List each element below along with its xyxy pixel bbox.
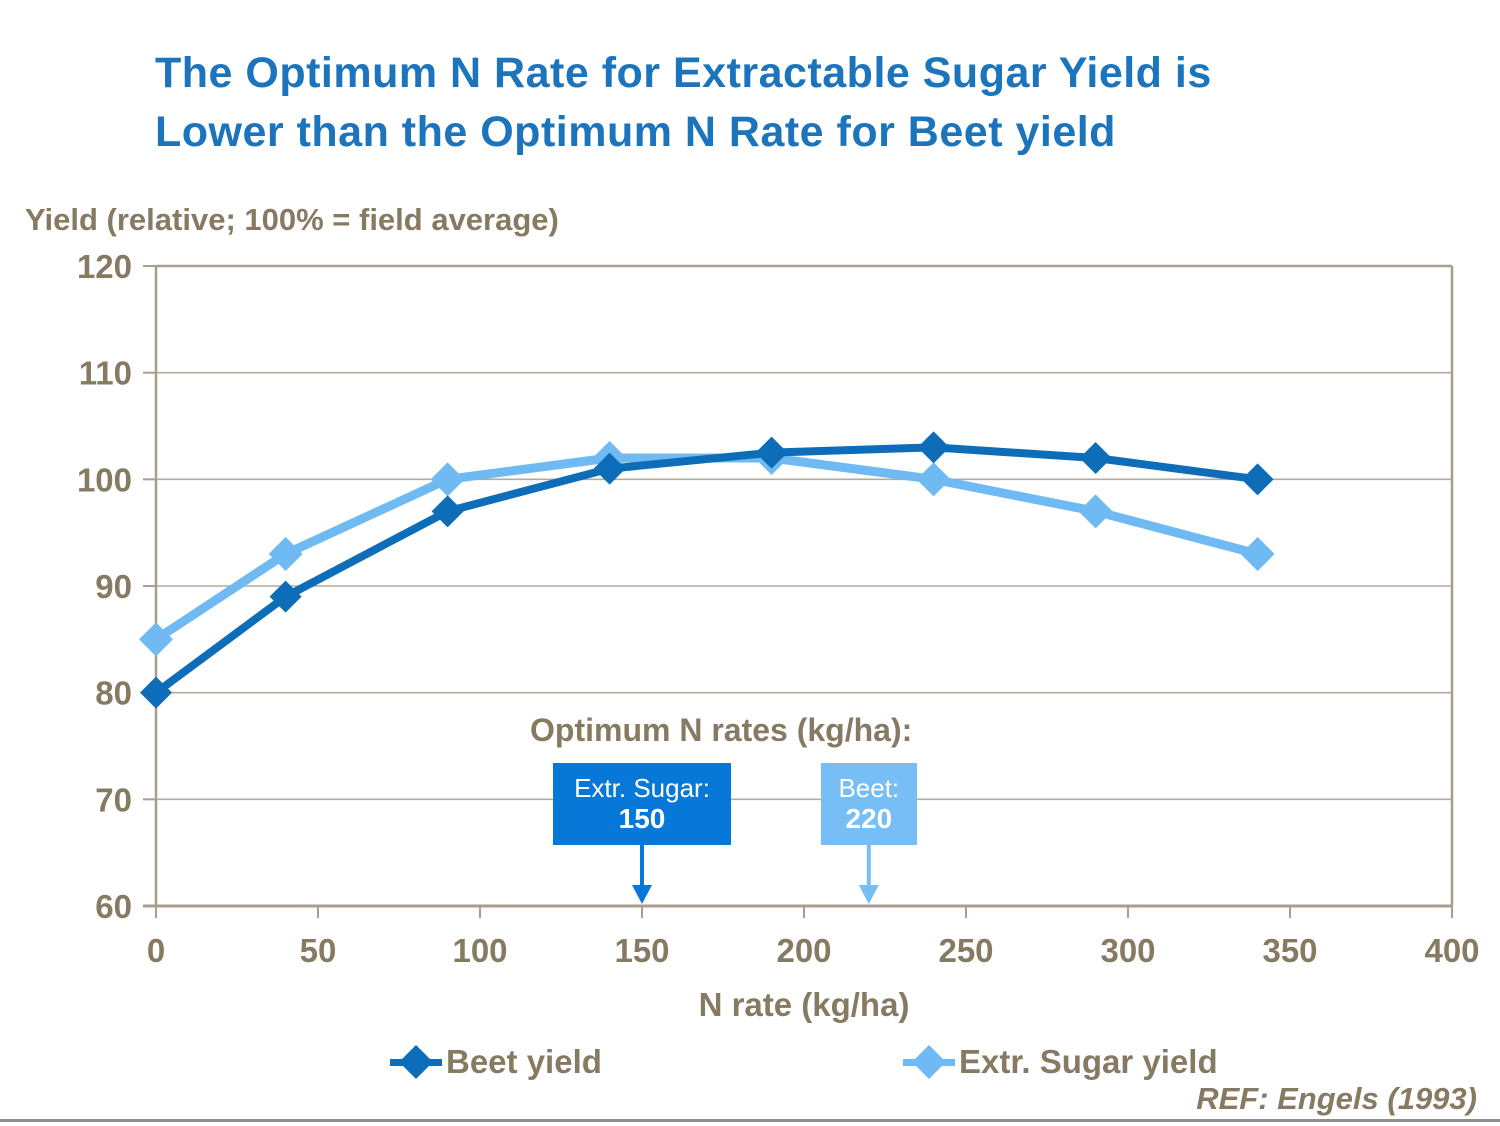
x-tick-label-200: 200 [776,932,831,969]
x-tick-label-250: 250 [938,932,993,969]
y-tick-label-120: 120 [77,248,132,285]
x-tick-label-50: 50 [300,932,337,969]
x-tick-label-150: 150 [614,932,669,969]
optimum-arrow-head-1 [858,885,879,904]
optimum-box-beet-value: 220 [845,803,893,834]
x-tick-label-350: 350 [1262,932,1317,969]
optimum-arrow-head-0 [632,885,652,904]
annotation-heading: Optimum N rates (kg/ha): [530,712,913,748]
data-point-beet-yield-x140 [593,452,626,485]
data-point-beet-yield-x0 [140,676,172,709]
legend-item-extr-sugar-yield: Extr. Sugar yield [903,1042,1218,1082]
data-point-extr-sugar-yield-x0 [139,622,173,657]
optimum-box-extr-sugar: Extr. Sugar: 150 [553,763,731,845]
y-tick-label-70: 70 [95,781,132,818]
data-point-beet-yield-x340 [1241,463,1274,496]
y-tick-label-100: 100 [77,461,132,498]
data-point-beet-yield-x40 [269,580,302,613]
data-point-extr-sugar-yield-x240 [916,462,951,497]
sugar-series-marker-icon [903,1044,955,1080]
data-point-beet-yield-x190 [755,436,788,469]
x-tick-label-100: 100 [452,932,507,969]
data-point-extr-sugar-yield-x340 [1240,537,1275,571]
series-line-extr-sugar-yield [151,453,1263,644]
slide-title: The Optimum N Rate for Extractable Sugar… [155,49,1212,156]
y-tick-label-110: 110 [79,355,132,392]
optimum-box-beet-label: Beet: [838,773,900,803]
optimum-box-beet: Beet: 220 [820,763,917,845]
y-tick-label-60: 60 [95,888,132,925]
y-axis-title: Yield (relative; 100% = field average) [25,202,559,237]
optimum-box-extr-sugar-value: 150 [618,803,666,834]
x-tick-label-300: 300 [1100,932,1155,969]
data-point-extr-sugar-yield-x40 [268,537,303,571]
optimum-box-extr-sugar-label: Extr. Sugar: [574,773,710,803]
x-tick-label-0: 0 [147,932,165,969]
x-axis-title: N rate (kg/ha) [698,986,910,1023]
data-point-beet-yield-x90 [431,495,464,528]
legend-label-extr-sugar-yield: Extr. Sugar yield [959,1043,1218,1080]
footer-divider [0,1119,1500,1122]
data-point-extr-sugar-yield-x290 [1078,494,1113,529]
data-point-extr-sugar-yield-x90 [430,462,465,497]
data-point-beet-yield-x290 [1079,442,1112,474]
y-tick-label-90: 90 [95,568,132,605]
x-tick-label-400: 400 [1424,932,1479,969]
beet-series-marker-icon [390,1044,442,1080]
legend-item-beet-yield: Beet yield [390,1042,602,1082]
y-tick-label-80: 80 [95,675,132,712]
reference-text: REF: Engels (1993) [1196,1081,1477,1116]
legend-label-beet-yield: Beet yield [446,1043,602,1080]
series-line-beet-yield [152,443,1262,697]
data-point-beet-yield-x240 [917,431,950,464]
